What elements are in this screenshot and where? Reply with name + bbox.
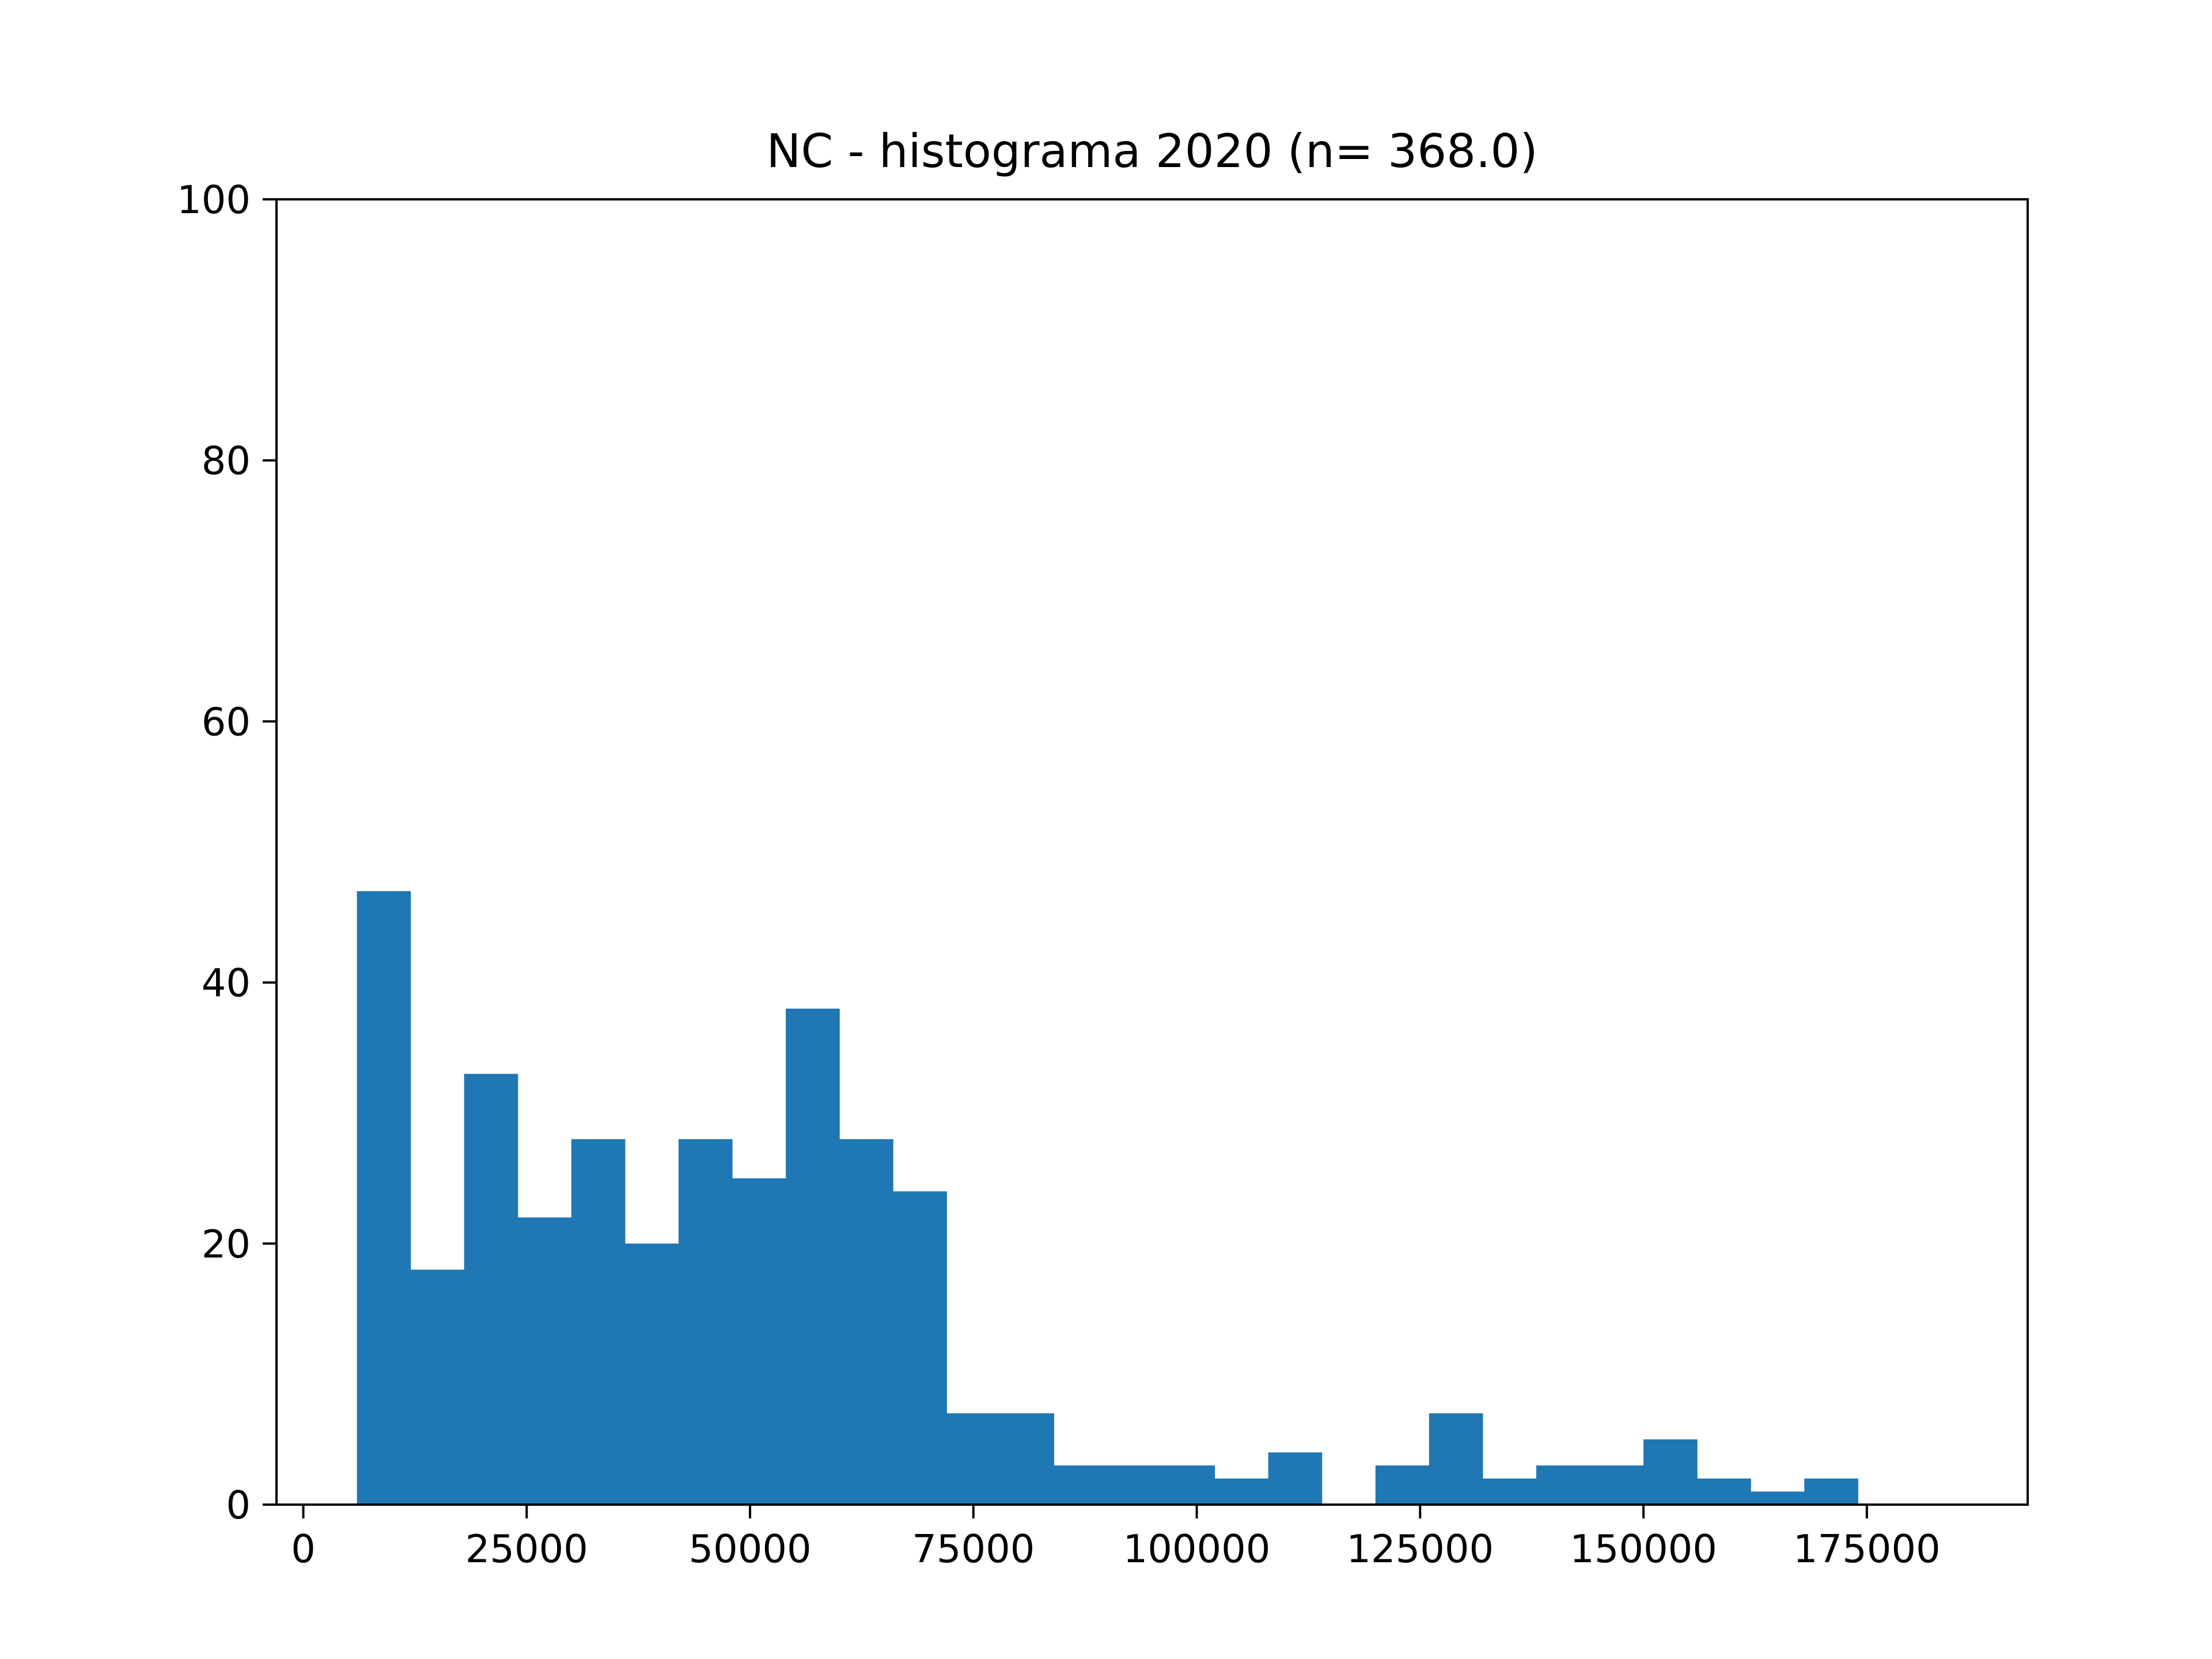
y-axis: 0 20 40 60 80 100	[177, 177, 276, 1528]
histogram-bar	[1482, 1478, 1537, 1505]
x-tick-label: 125000	[1346, 1527, 1494, 1571]
histogram-bar	[464, 1074, 518, 1505]
bars-group	[357, 891, 1858, 1505]
histogram-bar	[732, 1178, 786, 1505]
x-tick-label: 50000	[688, 1527, 811, 1571]
histogram-bar	[517, 1217, 572, 1505]
histogram-bar	[1000, 1413, 1054, 1505]
x-tick-label: 150000	[1570, 1527, 1717, 1571]
x-axis: 0 25000 50000 75000 100000 125000 150000 175000	[291, 1505, 1941, 1571]
x-tick-label: 175000	[1793, 1527, 1941, 1571]
histogram-bar	[1268, 1452, 1323, 1505]
x-tick-label: 0	[291, 1527, 316, 1571]
histogram-bar	[1804, 1478, 1858, 1505]
histogram-bar	[1161, 1465, 1215, 1505]
x-tick-label: 100000	[1123, 1527, 1271, 1571]
histogram-bar	[624, 1243, 679, 1505]
histogram-bar	[678, 1139, 733, 1505]
histogram-bar	[1751, 1491, 1805, 1505]
y-tick-label: 100	[177, 177, 251, 222]
histogram-bar	[946, 1413, 1001, 1505]
chart-title: NC - histograma 2020 (n= 368.0)	[766, 124, 1537, 178]
histogram-bar	[571, 1139, 626, 1505]
histogram-bar	[839, 1139, 893, 1505]
y-tick-label: 60	[202, 699, 251, 744]
histogram-bar	[1054, 1465, 1108, 1505]
histogram-bar	[1536, 1465, 1590, 1505]
histogram-bar	[1107, 1465, 1162, 1505]
histogram-bar	[1590, 1465, 1644, 1505]
histogram-bar	[1375, 1465, 1430, 1505]
histogram-bar	[1643, 1439, 1698, 1505]
y-tick-label: 20	[202, 1222, 251, 1267]
histogram-bar	[1214, 1478, 1269, 1505]
histogram-bar	[410, 1270, 465, 1505]
histogram-bar	[893, 1191, 947, 1505]
histogram-bar	[357, 891, 411, 1505]
y-tick-label: 40	[202, 961, 251, 1006]
y-tick-label: 0	[226, 1483, 251, 1528]
histogram-bar	[786, 1008, 840, 1505]
plot-frame	[275, 198, 2029, 1506]
x-tick-label: 25000	[465, 1527, 588, 1571]
y-tick-label: 80	[202, 438, 251, 483]
histogram-bar	[1697, 1478, 1751, 1505]
x-tick-label: 75000	[912, 1527, 1035, 1571]
histogram-bar	[1429, 1413, 1483, 1505]
